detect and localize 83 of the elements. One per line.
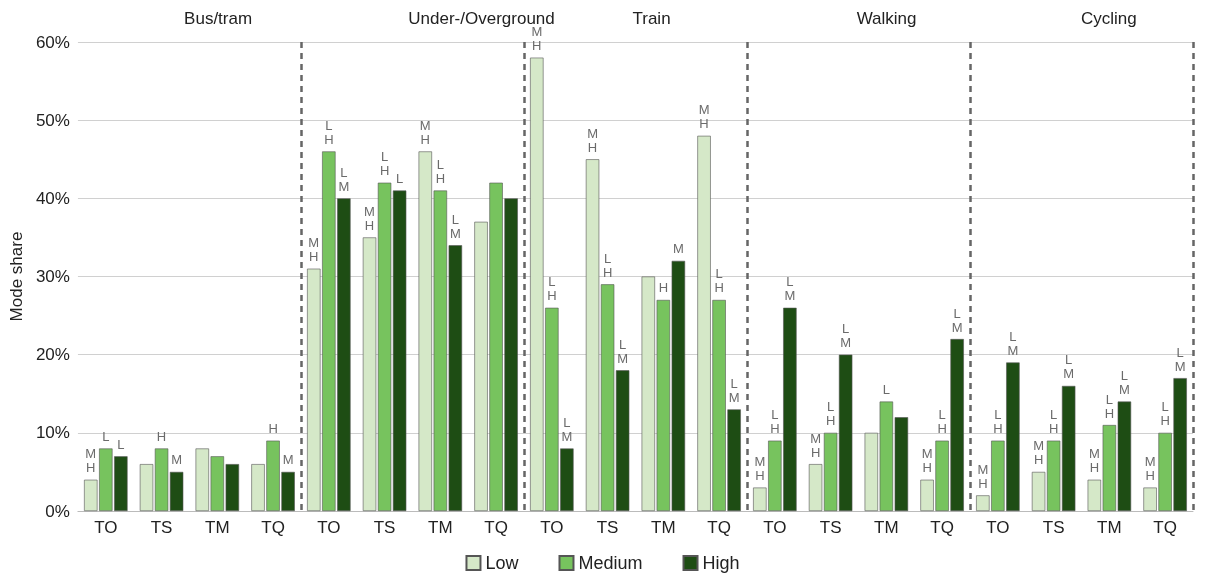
x-tick-label: TO	[94, 518, 118, 537]
data-label: L H	[1160, 399, 1170, 429]
data-label: L H	[825, 399, 836, 429]
text: Walking	[856, 9, 917, 28]
data-label: M H	[754, 454, 766, 484]
y-axis-title: Mode share	[7, 231, 26, 322]
data-label: M H	[364, 203, 375, 233]
data-label: M H	[308, 235, 320, 265]
x-tick-label: TS	[1042, 518, 1065, 537]
x-tick-label: TQ	[484, 518, 508, 537]
data-label: H	[156, 428, 167, 444]
data-label: L M	[728, 375, 740, 405]
data-label: L M	[784, 274, 796, 304]
legend-label: Medium	[578, 553, 643, 573]
data-label: L H	[547, 274, 557, 304]
legend-label: Low	[485, 553, 520, 573]
x-tick-label: TM	[1097, 518, 1122, 537]
x-tick-label: TM	[874, 518, 899, 537]
x-tick-label: TO	[317, 518, 341, 537]
data-label: L M	[338, 164, 350, 194]
data-label: M H	[587, 125, 598, 155]
x-tick-label: TM	[651, 518, 676, 537]
text: Bus/tram	[184, 9, 253, 28]
x-tick-label: TQ	[261, 518, 285, 537]
data-label: L H	[379, 149, 390, 179]
x-tick-label: TO	[540, 518, 564, 537]
data-label: L M	[561, 414, 573, 444]
data-label: H	[658, 280, 669, 296]
data-label: M	[672, 241, 684, 257]
data-label: M H	[977, 461, 989, 491]
data-label: L M	[617, 336, 629, 366]
data-label: L H	[602, 250, 613, 280]
data-label: L M	[1174, 344, 1186, 374]
x-tick-label: TO	[763, 518, 787, 537]
data-label: L	[882, 382, 890, 398]
text: Cycling	[1080, 9, 1137, 28]
data-label: L H	[1104, 391, 1115, 421]
text: Train	[632, 9, 671, 28]
y-tick-label: 50%	[35, 110, 70, 130]
data-label: M H	[1088, 446, 1100, 476]
data-label: L H	[1048, 407, 1059, 437]
data-label: L H	[435, 157, 446, 187]
x-tick-label: TS	[150, 518, 173, 537]
data-label: L M	[840, 321, 852, 351]
data-label: M H	[1144, 454, 1156, 484]
data-label: L M	[1118, 368, 1130, 398]
data-label: L M	[951, 305, 963, 335]
legend-label: High	[702, 553, 740, 573]
x-tick-label: TM	[205, 518, 230, 537]
data-label: M H	[419, 117, 431, 147]
data-label: L H	[770, 407, 780, 437]
data-label: M H	[1033, 438, 1044, 468]
data-label: H	[268, 421, 278, 437]
data-label: L	[117, 436, 125, 452]
data-label: M H	[810, 430, 821, 460]
data-label: L H	[937, 407, 947, 437]
data-label: L	[102, 428, 110, 444]
y-tick-label: 10%	[35, 423, 70, 443]
data-label: L	[395, 171, 404, 187]
data-label: L H	[324, 117, 334, 147]
x-tick-label: TQ	[707, 518, 731, 537]
x-tick-label: TQ	[930, 518, 954, 537]
y-tick-label: 30%	[35, 267, 70, 286]
x-tick-label: TS	[596, 518, 619, 537]
x-tick-label: TM	[428, 518, 453, 537]
data-label: L M	[1063, 352, 1075, 382]
y-tick-label: 60%	[35, 32, 70, 52]
data-label: L H	[714, 266, 724, 296]
x-tick-label: TQ	[1153, 518, 1177, 537]
data-label: L M	[449, 211, 461, 241]
x-tick-label: TS	[819, 518, 842, 537]
y-tick-label: 40%	[35, 188, 70, 208]
x-tick-label: TS	[373, 518, 396, 537]
data-label: M H	[921, 446, 933, 476]
data-label: M	[171, 452, 183, 468]
x-tick-label: TO	[986, 518, 1010, 537]
y-tick-label: 20%	[35, 345, 70, 365]
data-label: M H	[85, 446, 97, 476]
data-label: M H	[698, 102, 710, 132]
data-label: L M	[1007, 328, 1019, 358]
y-tick-label: 0%	[45, 501, 70, 521]
data-label: L H	[993, 407, 1003, 437]
data-label: M	[282, 452, 294, 468]
